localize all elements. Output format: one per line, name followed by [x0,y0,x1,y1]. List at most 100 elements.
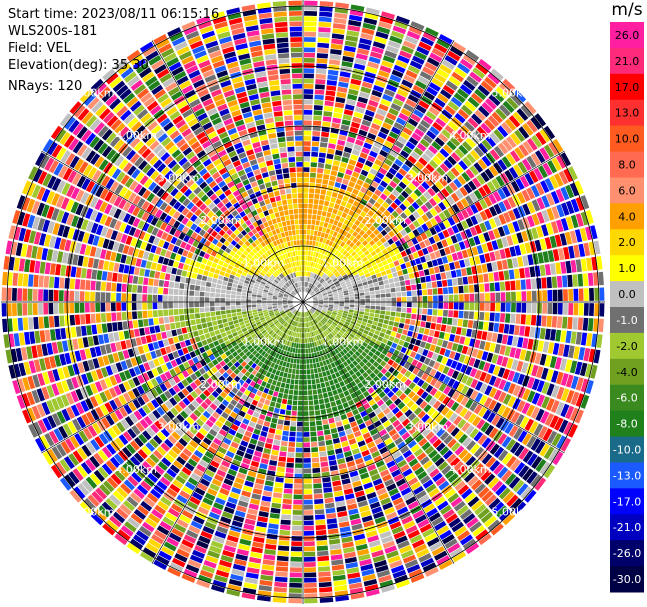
radar-gate [334,303,339,306]
radar-gate [492,365,501,376]
radar-gate [275,370,281,376]
radar-gate [375,258,382,264]
radar-gate [303,400,308,406]
radar-gate [255,526,267,533]
radar-gate [490,292,496,302]
radar-gate [337,404,344,411]
radar-gate [431,243,439,252]
radar-gate [329,422,336,429]
radar-gate [389,180,398,189]
radar-gate [511,302,516,313]
radar-gate [317,329,321,334]
radar-gate [259,463,268,470]
radar-gate [303,504,313,510]
radar-gate [315,241,319,247]
radar-gate [391,255,398,262]
radar-gate [369,270,376,276]
radar-gate [387,273,393,279]
radar-gate [305,255,308,261]
radar-gate [330,236,336,242]
radar-gate [374,247,381,254]
radar-gate [384,226,392,233]
radar-gate [220,302,225,306]
radar-gate [263,421,271,427]
radar-gate [309,277,312,283]
radar-gate [339,161,348,169]
radar-gate [303,364,307,370]
radar-gate [268,406,275,412]
radar-gate [488,363,496,374]
radar-gate [478,58,492,71]
radar-gate [408,458,419,467]
radar-gate [292,400,298,406]
radar-gate [319,314,324,318]
radar-gate [503,270,510,280]
radar-gate [353,63,366,71]
radar-gate [522,468,534,481]
radar-gate [511,233,519,245]
radar-gate [214,329,221,335]
radar-gate [387,359,394,366]
radar-gate [163,316,170,324]
radar-gate [329,538,341,545]
radar-gate [321,387,327,393]
radar-gate [459,186,468,197]
radar-gate [294,468,303,474]
radar-gate [376,379,384,387]
radar-gate [338,307,344,311]
radar-gate [296,426,303,432]
radar-gate [111,312,117,322]
radar-gate [252,309,258,313]
radar-gate [241,305,246,309]
radar-gate [315,415,322,421]
radar-gate [423,460,433,470]
radar-gate [400,464,410,473]
radar-gate [580,211,589,226]
radar-gate [332,310,338,313]
radar-gate [303,78,314,84]
radar-gate [366,368,373,375]
radar-gate [385,171,394,180]
radar-gate [414,466,425,476]
radar-gate [527,390,536,403]
radar-gate [305,261,308,266]
radar-gate [404,159,414,168]
radar-gate [431,352,439,361]
radar-gate [343,50,355,58]
radar-gate [261,564,275,571]
radar-gate [329,282,334,287]
radar-gate [340,319,346,323]
radar-gate [236,308,242,313]
radar-gate [145,335,152,343]
radar-gate [472,525,486,537]
radar-gate [438,393,447,403]
radar-gate [310,284,313,289]
radar-gate [454,445,465,456]
radar-gate [265,543,277,550]
radar-gate [304,266,307,271]
radar-gate [331,406,338,412]
radar-gate [544,264,551,276]
radar-gate [316,362,321,368]
radar-gate [354,378,361,385]
radar-gate [287,357,291,363]
radar-gate [251,307,257,310]
radar-gate [394,317,401,323]
radar-gate [316,173,323,179]
radar-gate [400,286,406,292]
radar-gate [263,485,273,492]
radar-gate [346,239,352,246]
radar-gate [417,471,428,481]
radar-gate [328,297,334,300]
radar-gate [502,100,515,113]
radar-gate [135,337,142,346]
radar-gate [557,248,565,261]
radar-gate [485,135,497,148]
radar-gate [462,141,473,152]
radar-gate [474,293,480,302]
radar-gate [449,46,464,57]
radar-gate [508,425,519,437]
radar-gate [360,32,374,41]
radar-gate [377,411,385,420]
radar-gate [450,96,463,108]
